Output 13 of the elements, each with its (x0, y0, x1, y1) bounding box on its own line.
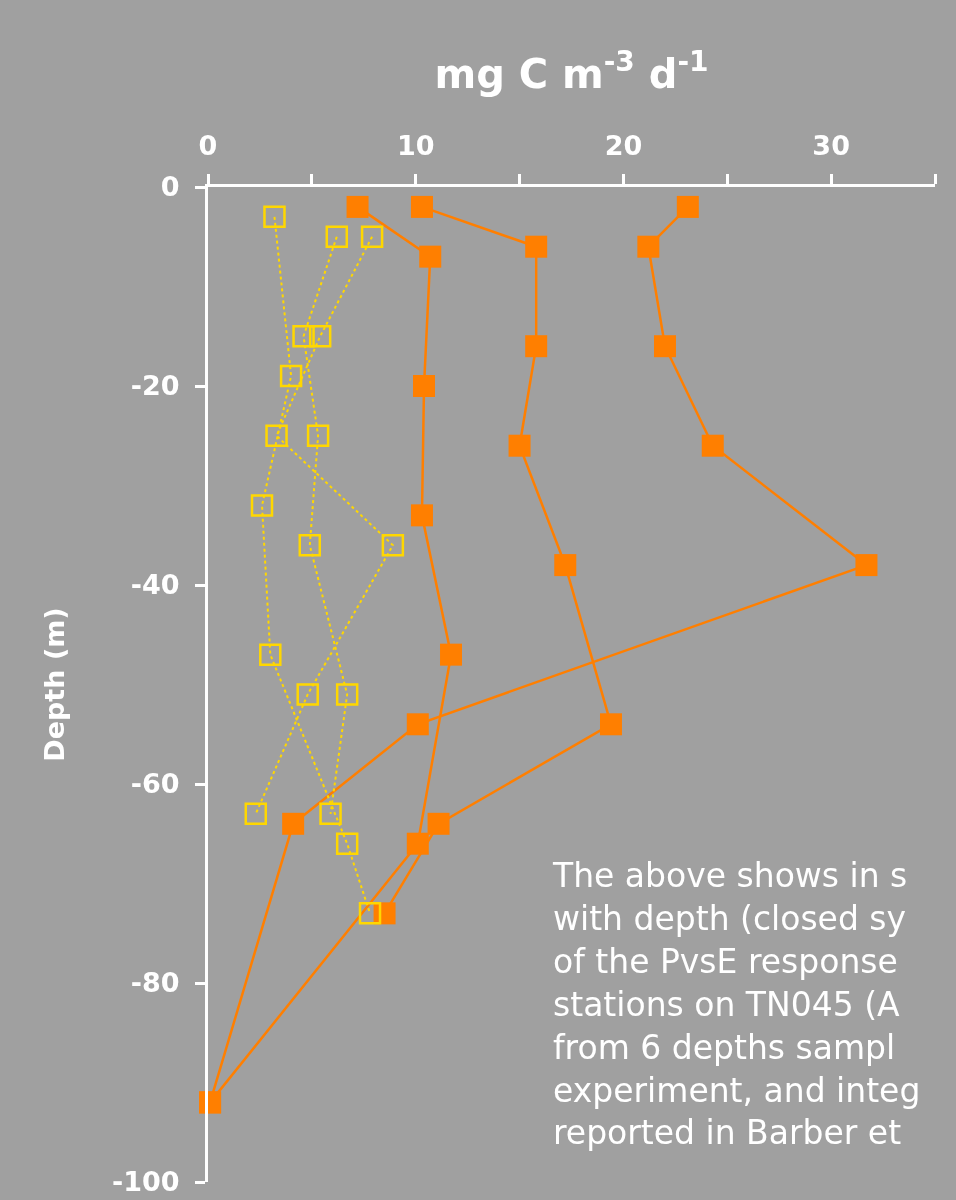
x-tick-label: 0 (198, 130, 218, 162)
x-axis-title: mg C m$^{-3}$ d$^{-1}$ (434, 44, 709, 97)
x-tick-label: 20 (604, 130, 643, 162)
y-tick-label: -100 (112, 1166, 180, 1198)
y-tick-label: -40 (130, 569, 180, 601)
y-tick-label: -80 (130, 967, 180, 999)
y-tick-label: -20 (130, 370, 180, 402)
x-tick-label: 10 (396, 130, 435, 162)
annotation: The above shows in s with depth (closed sy of the PvsE response stations on TN045 (A from 6 depths sampl experiment, and integ reported in Barber et (552, 856, 921, 1153)
y-tick-label: -60 (130, 768, 180, 800)
y-axis-title: Depth (m) (39, 607, 71, 762)
x-tick-label: 30 (812, 130, 850, 162)
y-tick-label: 0 (160, 171, 180, 203)
